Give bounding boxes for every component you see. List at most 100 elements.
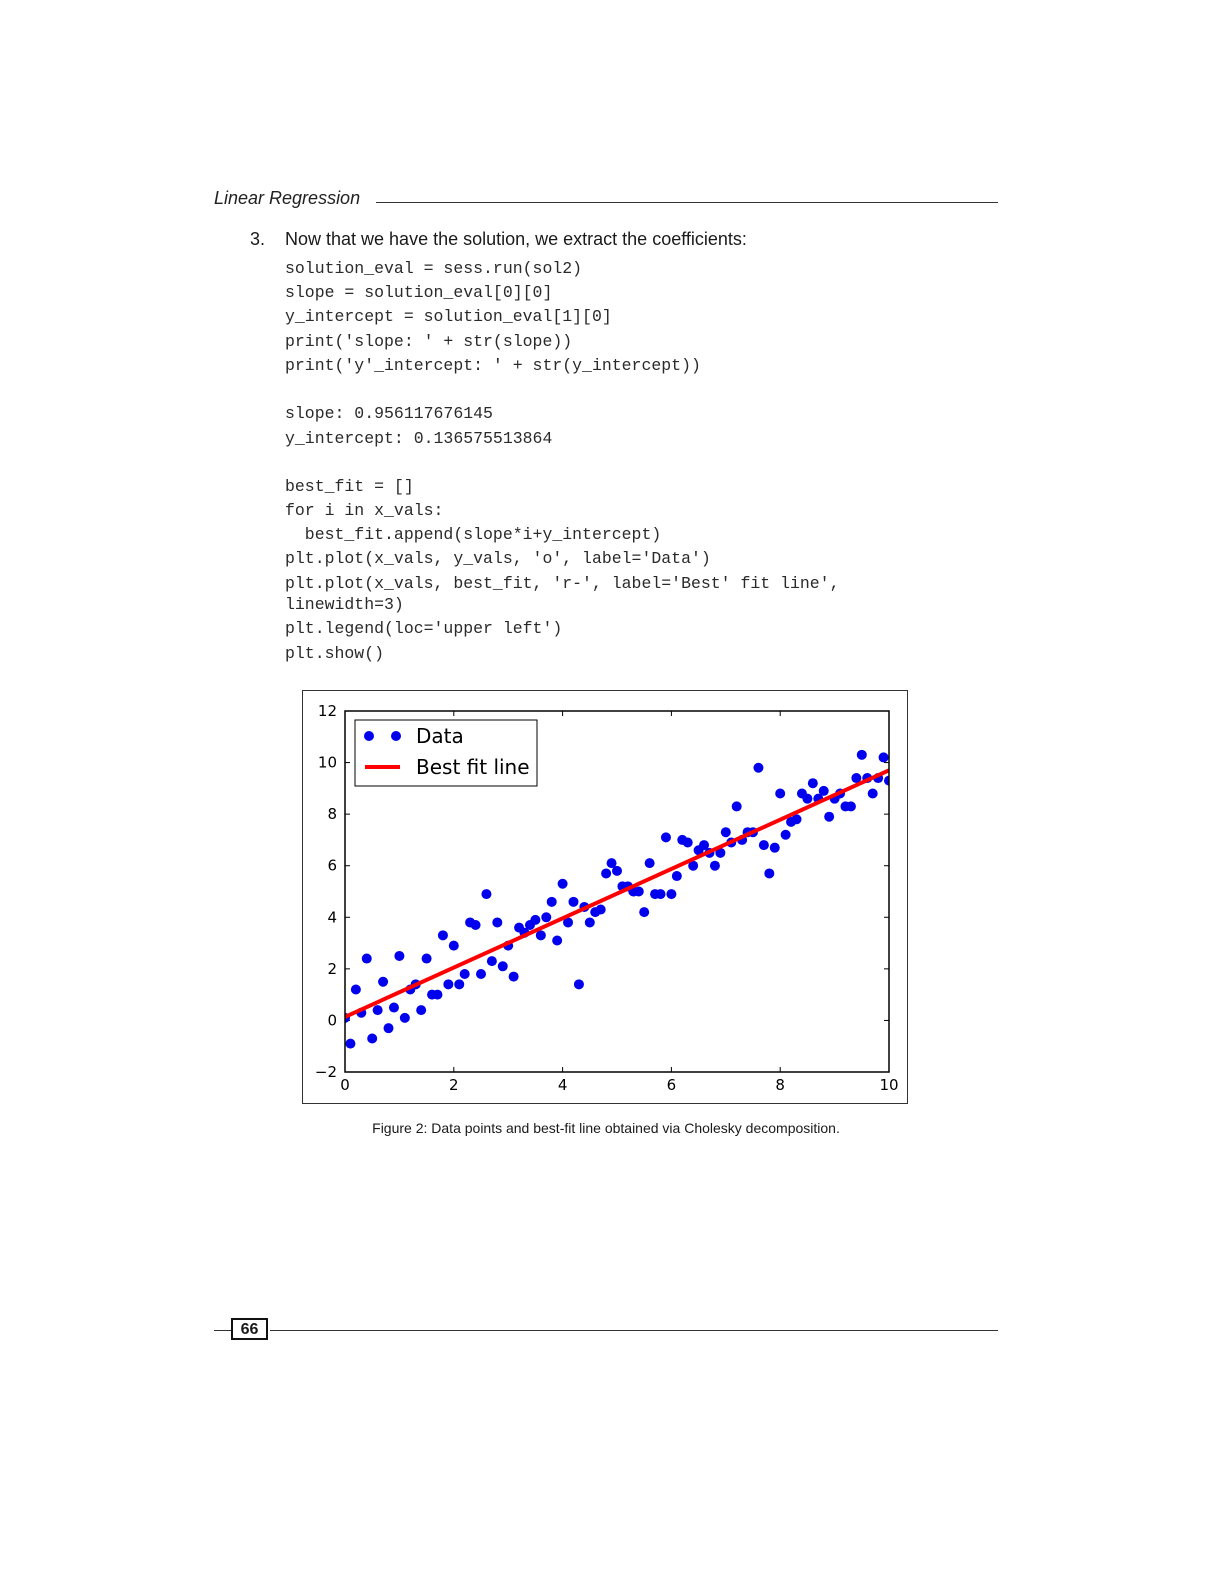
y-tick-label: 6	[327, 857, 337, 875]
code-line: y_intercept = solution_eval[1][0]	[285, 307, 612, 326]
data-point	[780, 829, 791, 840]
data-point	[639, 907, 650, 918]
legend-data-marker	[364, 731, 374, 741]
data-point	[345, 1038, 356, 1049]
data-point	[459, 969, 470, 980]
data-point	[867, 788, 878, 799]
data-point	[612, 865, 622, 876]
output-line: slope: 0.956117676145	[285, 404, 493, 423]
data-point	[378, 976, 389, 987]
data-point	[606, 858, 617, 869]
data-point	[807, 778, 818, 789]
data-point	[573, 979, 584, 990]
code-line: print('slope: ' + str(slope))	[285, 332, 573, 351]
y-tick-label: 4	[327, 908, 337, 926]
code-line: plt.plot(x_vals, best_fit, 'r-', label='…	[285, 574, 840, 593]
data-point	[486, 956, 497, 967]
data-point	[601, 868, 612, 879]
data-point	[688, 860, 699, 871]
x-tick-label: 0	[340, 1076, 350, 1094]
data-point	[764, 868, 775, 879]
legend-box	[354, 719, 538, 787]
data-point	[530, 914, 541, 925]
running-header: Linear Regression	[214, 188, 998, 214]
step-text: Now that we have the solution, we extrac…	[285, 229, 747, 249]
data-point	[535, 930, 546, 941]
y-tick-label: 12	[318, 702, 337, 720]
output-line: y_intercept: 0.136575513864	[285, 429, 553, 448]
data-point	[443, 979, 454, 990]
data-point	[557, 878, 568, 889]
data-point	[399, 1012, 410, 1023]
data-point	[769, 842, 780, 853]
data-point	[671, 871, 682, 882]
data-point	[655, 889, 666, 900]
figure-caption: Figure 2: Data points and best-fit line …	[372, 1120, 840, 1136]
data-point	[568, 896, 579, 907]
data-point	[394, 950, 405, 961]
data-point	[350, 984, 361, 995]
data-point	[361, 953, 372, 964]
data-point	[541, 912, 552, 923]
data-point	[595, 904, 606, 915]
data-point	[497, 961, 508, 972]
data-point	[818, 785, 829, 796]
y-tick-label: 0	[327, 1011, 337, 1029]
data-point	[660, 832, 671, 843]
data-point	[454, 979, 465, 990]
code-line: plt.show()	[285, 644, 385, 663]
footer-rule-left	[214, 1330, 231, 1331]
data-point	[699, 840, 710, 851]
figure-frame: 0 2 4 6 8 10 −2 0 2 4 6 8 10 12 Data Best fit line	[302, 690, 908, 1104]
code-line: plt.legend(loc='upper left')	[285, 619, 563, 638]
code-line: for i in x_vals:	[285, 501, 444, 520]
data-point	[731, 801, 742, 812]
y-tick-label: 8	[327, 805, 337, 823]
step-number: 3.	[250, 229, 266, 249]
data-point	[372, 1005, 383, 1016]
data-point	[753, 762, 764, 773]
page-footer: 66	[214, 1318, 998, 1344]
data-point	[481, 889, 492, 900]
code-line: best_fit.append(slope*i+y_intercept)	[285, 525, 662, 544]
data-point	[421, 953, 432, 964]
code-line: slope = solution_eval[0][0]	[285, 283, 553, 302]
data-point	[437, 930, 448, 941]
header-rule	[376, 202, 998, 203]
page-number: 66	[231, 1318, 268, 1340]
data-point	[720, 827, 731, 838]
data-point	[666, 889, 677, 900]
data-point	[584, 917, 595, 928]
plot-frame	[344, 710, 890, 1073]
code-line: print('y'_intercept: ' + str(y_intercept…	[285, 356, 701, 375]
chapter-title: Linear Regression	[214, 188, 361, 208]
legend-data-marker	[391, 731, 401, 741]
data-point	[775, 788, 786, 799]
x-tick-label: 8	[775, 1076, 785, 1094]
data-point	[432, 989, 443, 1000]
legend-data-label: Data	[416, 724, 464, 748]
data-point	[878, 752, 889, 763]
data-point	[802, 793, 813, 804]
data-point	[682, 837, 693, 848]
y-tick-label: 2	[327, 960, 337, 978]
data-point	[851, 773, 862, 784]
data-point	[856, 749, 867, 760]
data-point	[715, 847, 726, 858]
data-point	[884, 775, 889, 786]
data-point	[388, 1002, 399, 1013]
data-point	[552, 935, 563, 946]
data-point	[845, 801, 856, 812]
footer-rule-right	[270, 1330, 998, 1331]
y-tick-label: −2	[315, 1063, 337, 1081]
data-point	[416, 1005, 427, 1016]
y-tick-label: 10	[318, 754, 337, 772]
data-point	[824, 811, 835, 822]
data-point	[383, 1023, 394, 1034]
data-point	[448, 940, 459, 951]
data-point	[470, 920, 481, 931]
data-point	[644, 858, 655, 869]
data-point	[633, 886, 644, 897]
code-line: best_fit = []	[285, 477, 414, 496]
